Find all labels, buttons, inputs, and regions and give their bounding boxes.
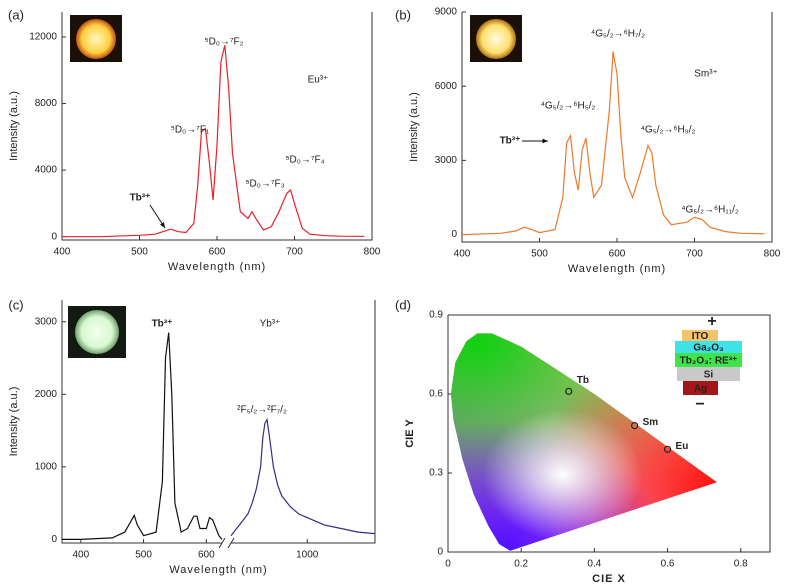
- x-tick-label: 600: [209, 247, 226, 258]
- point-label: Tb: [577, 375, 589, 386]
- x-tick-label: 500: [531, 249, 548, 260]
- axes-frame: [61, 300, 376, 544]
- annotation: ⁵D₀→⁷F₃: [245, 179, 284, 190]
- x-tick-label: 0.8: [734, 559, 748, 570]
- spectrum-line: [62, 332, 223, 540]
- device-layer-label: Ag: [694, 384, 707, 395]
- point-label: Eu: [676, 441, 689, 452]
- y-tick-label: 0: [51, 231, 57, 242]
- device-layer: [677, 367, 740, 381]
- x-tick-label: 500: [135, 550, 152, 561]
- annotation: Tb³⁺: [152, 319, 173, 330]
- x-axis-label: Wavelength (nm): [169, 564, 267, 576]
- annotation: Yb³⁺: [260, 319, 281, 330]
- cie-point: [565, 387, 573, 395]
- y-tick-label: 6000: [435, 81, 458, 92]
- annotation: Tb³⁺: [500, 136, 521, 147]
- x-tick-label: 400: [72, 550, 89, 561]
- y-tick-label: 2000: [35, 389, 58, 400]
- annotation: ⁴G₅/₂→⁶H₅/₂: [541, 101, 596, 112]
- annotation: ⁵D₀→⁷F₄: [285, 155, 324, 166]
- y-tick-label: 8000: [35, 98, 58, 109]
- cie-point: [663, 445, 672, 453]
- panel-label: (d): [395, 297, 411, 312]
- device-layer: [675, 341, 742, 353]
- inset-photo: [470, 15, 522, 62]
- inset-photo: [70, 15, 122, 62]
- y-tick-label: 3000: [435, 155, 458, 166]
- x-tick-label: 800: [764, 249, 781, 260]
- x-tick-label: 600: [609, 249, 626, 260]
- y-tick-label: 0.9: [429, 310, 443, 321]
- device-layer-label: Ga₂O₃: [693, 343, 724, 354]
- y-tick-label: 1000: [35, 461, 58, 472]
- y-axis-label: Intensity (a.u.): [408, 92, 420, 162]
- panel: (b) 0 3000 6000 9000 400 500 600 700 800 Wavelengt…: [395, 7, 781, 275]
- arrow-head: [542, 138, 548, 144]
- x-tick-label: 700: [686, 249, 703, 260]
- panel: (a) 0 4000 8000 12000 400 500 600 700 800 Waveleng…: [8, 7, 381, 272]
- x-tick-label: 0.4: [587, 559, 601, 570]
- spectrum-line: [230, 417, 376, 537]
- arrow-head: [160, 222, 165, 228]
- y-axis-label: Intensity (a.u.): [8, 91, 20, 161]
- y-axis-label: CIE Y: [404, 419, 416, 448]
- inset-photo: [68, 306, 126, 358]
- y-axis-label: Intensity (a.u.): [8, 387, 20, 457]
- x-axis-label: Wavelength (nm): [568, 263, 666, 275]
- axis-break: [222, 539, 231, 547]
- spectrum-line: [461, 51, 765, 236]
- device-terminal: +: [707, 313, 716, 330]
- x-tick-label: 700: [286, 247, 303, 258]
- y-tick-label: 4000: [35, 165, 58, 176]
- annotation: Tb³⁺: [130, 193, 151, 204]
- axis-break: [218, 537, 226, 549]
- x-axis-label: Wavelength (nm): [168, 261, 266, 273]
- x-axis-label: CIE X: [592, 573, 626, 585]
- annotation: ⁴G₅/₂→⁶H₁₁/₂: [681, 205, 739, 216]
- device-layer-label: Si: [704, 370, 714, 381]
- cie-point: [631, 422, 639, 430]
- panel-label: (b): [395, 7, 411, 22]
- y-tick-label: 0.3: [429, 468, 443, 479]
- panel: (c) 0 1000 2000 3000 400 500 600 1000 Wavelength …: [8, 297, 376, 576]
- x-tick-label: 0.6: [661, 559, 675, 570]
- annotation: ²F₅/₂→²F₇/₂: [237, 405, 287, 416]
- annotation: ⁴G₅/₂→⁶H₉/₂: [641, 125, 696, 136]
- cie-gamut: [450, 333, 717, 551]
- x-tick-label: 0: [445, 559, 451, 570]
- device-layer: [675, 353, 742, 367]
- device-layer: [682, 330, 718, 341]
- x-tick-label: 400: [54, 247, 71, 258]
- device-layer: [683, 381, 718, 395]
- y-tick-label: 3000: [35, 316, 58, 327]
- axis-break: [227, 537, 235, 549]
- y-tick-label: 0: [451, 229, 457, 240]
- x-tick-label: 0.2: [514, 559, 528, 570]
- x-tick-label: 500: [131, 247, 148, 258]
- y-tick-label: 0: [437, 547, 443, 558]
- annotation: ⁵D₀→⁷F₂: [204, 37, 243, 48]
- x-tick-label: 600: [198, 550, 215, 561]
- annotation: Sm³⁺: [694, 69, 718, 80]
- x-tick-label: 1000: [296, 550, 319, 561]
- point-label: Sm: [643, 417, 659, 428]
- annotation: ⁴G₅/₂→⁶H₇/₂: [591, 29, 645, 40]
- device-layer-label: ITO: [692, 331, 709, 342]
- device-terminal: −: [695, 396, 704, 413]
- y-tick-label: 12000: [29, 32, 57, 43]
- annotation: ⁵D₀→⁷F₁: [171, 125, 210, 136]
- y-tick-label: 0: [51, 534, 57, 545]
- panel: (d) 0 0.3 0.6 0.9 0 0.2 0.4 0.6 0.8 CIE X CIE Y Tb Sm…: [395, 297, 771, 585]
- spectrum-line: [62, 45, 365, 238]
- device-layer-label: Tb₂O₃: RE³⁺: [680, 356, 738, 367]
- y-tick-label: 0.6: [429, 389, 443, 400]
- panel-label: (a): [8, 7, 24, 22]
- annotation: Eu³⁺: [308, 75, 329, 86]
- panel-label: (c): [8, 297, 23, 312]
- y-tick-label: 9000: [435, 7, 458, 18]
- x-tick-label: 400: [454, 249, 471, 260]
- x-tick-label: 800: [364, 247, 381, 258]
